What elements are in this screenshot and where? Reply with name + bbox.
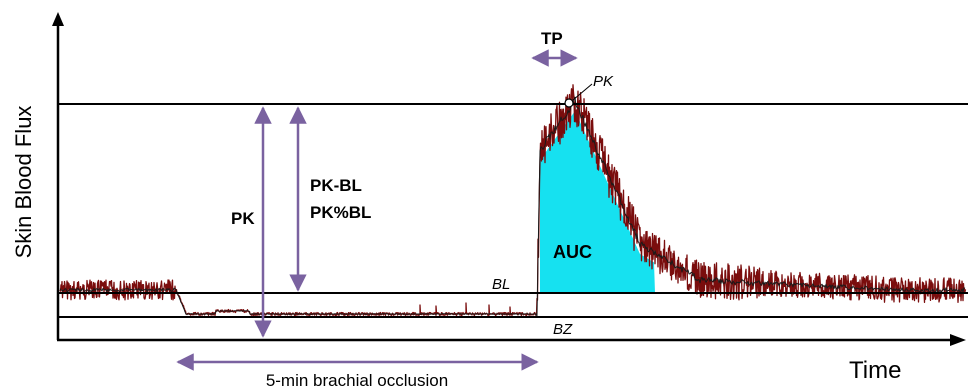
pk-arrow-label: PK bbox=[231, 209, 255, 228]
pk-percent-bl-label: PK%BL bbox=[310, 203, 371, 222]
x-axis-arrowhead bbox=[950, 334, 966, 346]
peak-leader-line bbox=[572, 83, 593, 101]
bz-label: BZ bbox=[553, 321, 573, 338]
auc-label: AUC bbox=[553, 242, 592, 262]
y-axis-label: Skin Blood Flux bbox=[11, 106, 36, 259]
flux-trace bbox=[59, 84, 967, 317]
peak-marker bbox=[564, 98, 574, 108]
pk-minus-bl-label: PK-BL bbox=[310, 176, 362, 195]
y-axis-arrowhead bbox=[52, 12, 64, 26]
tp-label: TP bbox=[541, 29, 563, 48]
auc-area bbox=[540, 112, 655, 294]
occlusion-label: 5-min brachial occlusion bbox=[266, 371, 448, 390]
flux-trace-raw bbox=[59, 84, 967, 317]
flux-trace-mean bbox=[59, 96, 966, 317]
bl-label: BL bbox=[492, 276, 510, 293]
pk-peak-label: PK bbox=[593, 73, 614, 90]
x-axis-label: Time bbox=[849, 357, 901, 384]
